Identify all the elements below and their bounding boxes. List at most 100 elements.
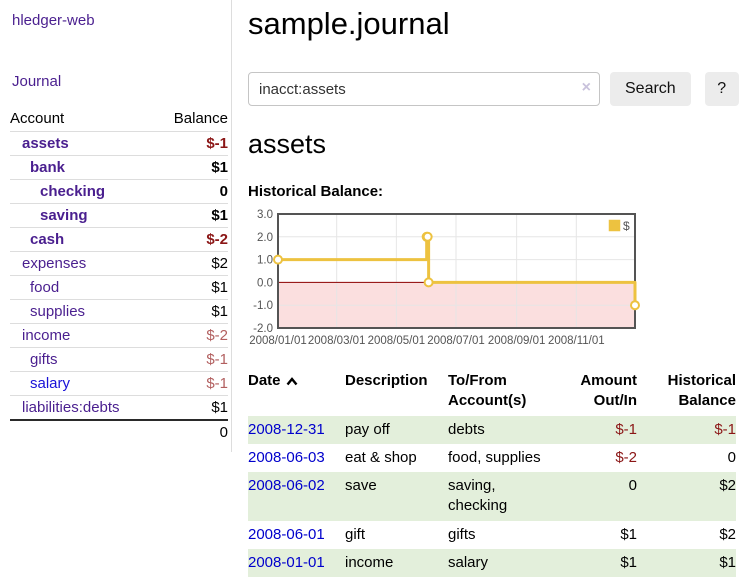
svg-text:$: $ <box>623 219 630 233</box>
transaction-row[interactable]: 2008-01-01 income salary $1 $1 <box>248 548 736 577</box>
account-row: food $1 <box>10 275 228 300</box>
svg-text:2008/05/01: 2008/05/01 <box>368 335 426 347</box>
account-link[interactable]: income <box>22 327 71 344</box>
sort-asc-icon <box>286 377 297 386</box>
account-link[interactable]: assets <box>22 135 69 152</box>
accounts-header-row: Account Balance <box>10 107 228 132</box>
accounts-total-row: 0 <box>10 420 228 444</box>
svg-text:-1.0: -1.0 <box>253 300 273 312</box>
account-row: expenses $2 <box>10 251 228 276</box>
account-row: supplies $1 <box>10 299 228 324</box>
account-balance: $2 <box>211 255 228 272</box>
account-balance: $-1 <box>206 351 228 368</box>
account-balance: $1 <box>211 399 228 416</box>
svg-text:2.0: 2.0 <box>257 232 273 244</box>
transaction-accounts: food, supplies <box>448 448 541 466</box>
account-row: checking 0 <box>10 179 228 204</box>
transaction-amount: $1 <box>620 525 637 543</box>
svg-text:2008/01/01: 2008/01/01 <box>249 335 307 347</box>
transaction-amount: $-2 <box>615 448 637 466</box>
register-header-description: Description <box>345 372 428 389</box>
account-link[interactable]: supplies <box>30 303 86 320</box>
register-header-row: Date Description To/From Account(s) Amou… <box>248 369 736 416</box>
account-balance: $-1 <box>206 135 228 152</box>
transaction-balance: $-1 <box>714 420 736 438</box>
svg-text:-2.0: -2.0 <box>253 323 273 335</box>
sidebar: hledger-web Journal Account Balance asse… <box>0 0 232 452</box>
account-balance: $1 <box>211 303 228 320</box>
account-balance: 0 <box>219 183 228 200</box>
account-row: gifts $-1 <box>10 347 228 372</box>
accounts-table: Account Balance assets $-1 bank $1 check… <box>10 107 228 444</box>
help-button[interactable]: ? <box>704 72 739 106</box>
account-balance: $-1 <box>206 375 228 392</box>
transaction-date-link[interactable]: 2008-01-01 <box>248 553 325 571</box>
transaction-description: income <box>345 553 394 571</box>
account-row: bank $1 <box>10 155 228 180</box>
sidebar-item-journal[interactable]: Journal <box>12 73 62 90</box>
register-header-amount: Amount Out/In <box>580 372 637 410</box>
account-balance: $1 <box>211 207 228 224</box>
page-title: sample.journal <box>248 6 450 41</box>
main-content: sample.journal × Search ? assets Histori… <box>232 0 742 577</box>
transaction-description: pay off <box>345 420 390 438</box>
search-input[interactable] <box>248 72 600 106</box>
accounts-header-balance: Balance <box>173 110 228 127</box>
svg-text:2008/09/01: 2008/09/01 <box>488 335 546 347</box>
account-link[interactable]: cash <box>30 231 65 248</box>
transaction-row[interactable]: 2008-06-02 save saving, checking 0 $2 <box>248 472 736 521</box>
transaction-row[interactable]: 2008-12-31 pay off debts $-1 $-1 <box>248 415 736 444</box>
register-header-balance: Historical Balance <box>667 372 736 410</box>
account-balance: $1 <box>211 159 228 176</box>
register-header-accounts: To/From Account(s) <box>448 372 527 410</box>
date-header-label: Date <box>248 372 281 389</box>
account-row: cash $-2 <box>10 227 228 252</box>
account-balance: $1 <box>211 279 228 296</box>
transaction-row[interactable]: 2008-06-03 eat & shop food, supplies $-2… <box>248 444 736 472</box>
account-link[interactable]: salary <box>30 375 71 392</box>
transaction-accounts: gifts <box>448 525 476 543</box>
brand-link[interactable]: hledger-web <box>12 12 95 29</box>
accounts-header-account: Account <box>10 110 65 127</box>
transaction-balance: 0 <box>727 448 736 466</box>
account-link[interactable]: liabilities:debts <box>22 399 120 416</box>
transaction-balance: $1 <box>719 553 736 571</box>
svg-text:0.0: 0.0 <box>257 277 273 289</box>
register-table: Date Description To/From Account(s) Amou… <box>248 369 736 577</box>
transaction-date-link[interactable]: 2008-12-31 <box>248 420 325 438</box>
account-balance: $-2 <box>206 231 228 248</box>
account-link[interactable]: food <box>30 279 60 296</box>
register-header-date[interactable]: Date <box>248 369 345 416</box>
svg-text:2008/03/01: 2008/03/01 <box>308 335 366 347</box>
transaction-accounts: debts <box>448 420 485 438</box>
transaction-date-link[interactable]: 2008-06-03 <box>248 448 325 466</box>
transaction-description: save <box>345 477 377 494</box>
chart-title: Historical Balance: <box>248 183 384 200</box>
transaction-balance: $2 <box>719 477 736 494</box>
account-link[interactable]: gifts <box>30 351 58 368</box>
account-link[interactable]: bank <box>30 159 66 176</box>
accounts-total-value: 0 <box>219 424 228 441</box>
account-link[interactable]: expenses <box>22 255 87 272</box>
svg-text:2008/11/01: 2008/11/01 <box>548 335 605 347</box>
svg-text:3.0: 3.0 <box>257 209 273 221</box>
account-balance: $-2 <box>206 327 228 344</box>
search-button[interactable]: Search <box>610 72 691 106</box>
transaction-amount: $-1 <box>615 420 637 438</box>
transaction-date-link[interactable]: 2008-06-02 <box>248 477 325 494</box>
account-link[interactable]: checking <box>40 183 106 200</box>
account-link[interactable]: saving <box>40 207 88 224</box>
account-row: assets $-1 <box>10 131 228 156</box>
transaction-date-link[interactable]: 2008-06-01 <box>248 525 325 543</box>
svg-text:1.0: 1.0 <box>257 255 273 267</box>
transaction-description: gift <box>345 525 366 543</box>
transaction-balance: $2 <box>719 525 736 543</box>
transaction-row[interactable]: 2008-06-01 gift gifts $1 $2 <box>248 521 736 549</box>
transaction-accounts: saving, checking <box>448 477 508 515</box>
account-heading: assets <box>248 129 327 159</box>
clear-search-icon[interactable]: × <box>581 79 591 96</box>
svg-text:2008/07/01: 2008/07/01 <box>427 335 485 347</box>
account-row: liabilities:debts $1 <box>10 395 228 421</box>
